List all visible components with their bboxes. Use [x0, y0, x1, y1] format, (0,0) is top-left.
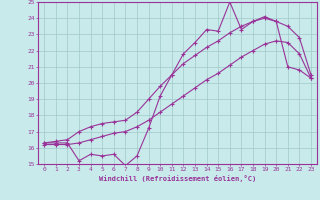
X-axis label: Windchill (Refroidissement éolien,°C): Windchill (Refroidissement éolien,°C)	[99, 175, 256, 182]
